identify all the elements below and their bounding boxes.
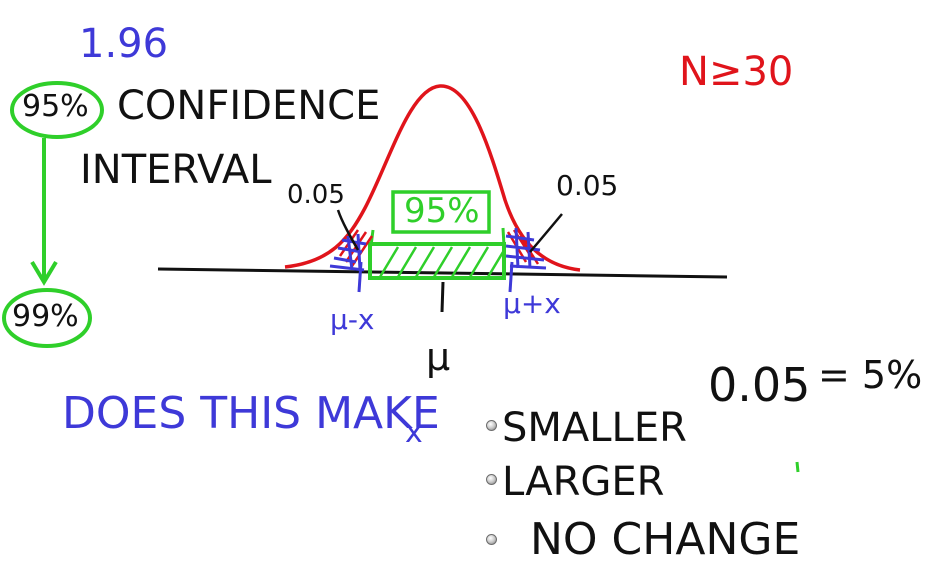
- circle-95: [10, 81, 104, 139]
- confidence-label: CONFIDENCE: [117, 83, 381, 129]
- question-variable: x: [405, 415, 423, 450]
- interval-label: INTERVAL: [80, 147, 272, 193]
- radio-no-change[interactable]: [486, 534, 497, 545]
- right-tail-label: 0.05: [556, 169, 619, 202]
- stray-mark: [795, 461, 800, 473]
- x-axis-line: [157, 267, 728, 279]
- mu-label: μ: [426, 335, 451, 379]
- tick-mu-minus-x: [357, 261, 363, 293]
- circle-99: [2, 288, 92, 348]
- alpha-percent: = 5%: [818, 353, 923, 397]
- mu-plus-x-label: μ+x: [503, 287, 561, 320]
- tick-mu-plus-x: [508, 261, 514, 293]
- radio-smaller[interactable]: [486, 420, 497, 431]
- option-label: NO CHANGE: [530, 514, 801, 565]
- mu-minus-x-label: μ-x: [330, 303, 375, 336]
- sample-size-condition: N≥30: [679, 49, 794, 95]
- option-no-change[interactable]: NO CHANGE: [484, 512, 800, 564]
- radio-larger[interactable]: [486, 474, 497, 485]
- alpha-value: 0.05: [708, 358, 811, 412]
- normal-curve: [284, 84, 581, 272]
- left-tail-leader: [336, 209, 360, 251]
- right-tail-leader: [529, 213, 563, 253]
- interval-box: [368, 242, 506, 280]
- pct99-circled-label: 99%: [12, 299, 79, 334]
- option-label: LARGER: [502, 459, 665, 505]
- center-pct-label: 95%: [404, 191, 480, 231]
- option-larger[interactable]: LARGER: [484, 456, 704, 506]
- question-text: DOES THIS MAKE: [62, 388, 440, 439]
- interval-right-edge: [501, 227, 506, 247]
- option-smaller[interactable]: SMALLER: [484, 402, 704, 452]
- pct95-label-box: [391, 190, 491, 234]
- interval-box-hatch: [378, 246, 505, 278]
- right-tail-hatch-blue: [505, 227, 547, 270]
- pct95-circled-label: 95%: [22, 89, 89, 124]
- left-tail-label: 0.05: [287, 180, 345, 210]
- z-value-label: 1.96: [79, 21, 169, 67]
- arrowhead-95-to-99: [30, 260, 58, 286]
- tick-mu: [440, 281, 445, 313]
- option-label: SMALLER: [502, 405, 687, 451]
